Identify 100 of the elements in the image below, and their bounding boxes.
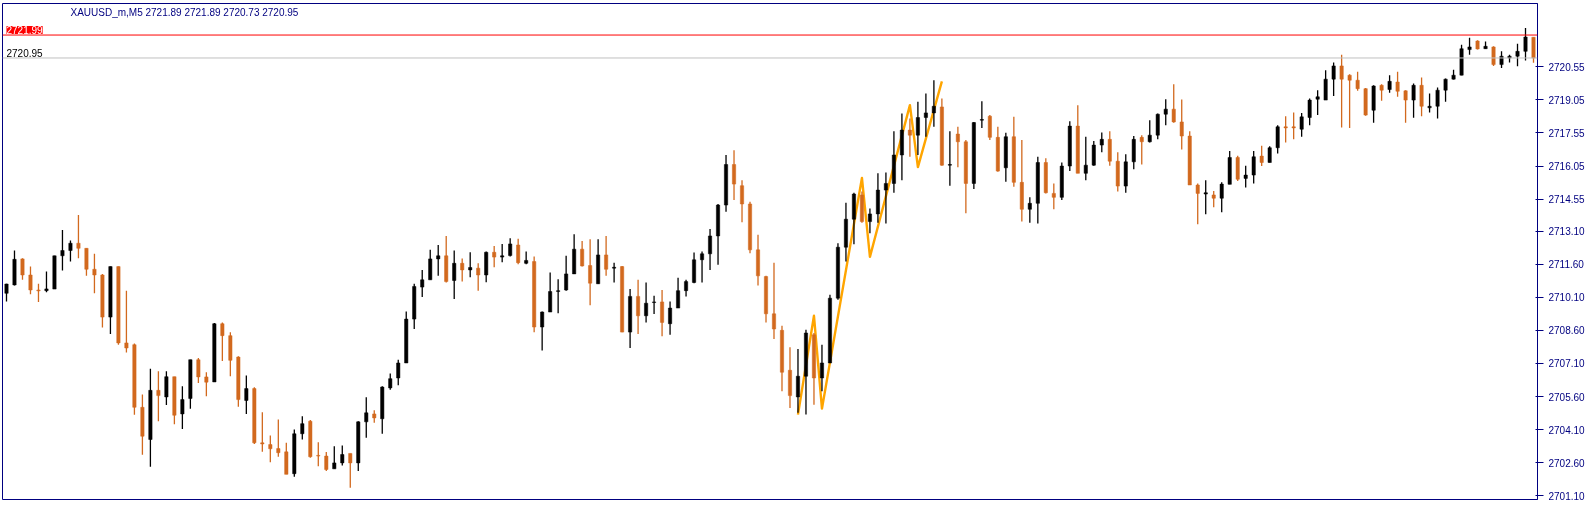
- candlestick: [428, 249, 433, 281]
- candlestick: [1139, 134, 1144, 166]
- y-tick-label: 2716.05: [1548, 161, 1586, 173]
- candlestick: [348, 452, 353, 489]
- candlestick: [1395, 71, 1400, 98]
- candlestick: [1203, 179, 1208, 215]
- candlestick: [1163, 98, 1168, 126]
- candlestick: [476, 262, 481, 292]
- candlestick: [1275, 124, 1280, 155]
- candlestick: [588, 238, 593, 306]
- candlestick: [580, 240, 585, 268]
- y-tick-label: 2710.10: [1548, 292, 1586, 304]
- candlestick: [1243, 165, 1248, 189]
- candlestick: [1411, 82, 1416, 119]
- candlestick: [1083, 136, 1088, 181]
- candlestick: [868, 207, 872, 234]
- candlestick: [452, 249, 457, 300]
- candlestick: [460, 257, 465, 283]
- y-tick-label: 2717.55: [1548, 127, 1586, 139]
- candlestick: [907, 117, 912, 158]
- candlestick: [1347, 73, 1352, 129]
- candlestick: [420, 269, 425, 298]
- candlestick: [740, 179, 744, 223]
- candlestick: [396, 359, 401, 386]
- candlestick: [931, 79, 936, 128]
- candlestick: [1131, 135, 1136, 170]
- candlestick: [156, 370, 161, 422]
- candlestick: [1051, 182, 1056, 210]
- candlestick: [196, 357, 201, 384]
- candlestick: [516, 238, 521, 265]
- candlestick: [220, 321, 225, 362]
- candlestick: [1531, 36, 1536, 64]
- y-tick-label: 2713.10: [1548, 226, 1586, 238]
- candlestick: [500, 243, 505, 263]
- candlestick: [1523, 27, 1528, 62]
- candlestick: [1435, 86, 1440, 120]
- candlestick: [1195, 182, 1200, 225]
- candlestick: [180, 385, 185, 430]
- candlestick: [660, 289, 664, 337]
- candlestick: [92, 253, 97, 294]
- ref-line-label: 2721.99: [6, 25, 44, 37]
- candlestick: [820, 344, 824, 392]
- candlestick: [1171, 83, 1176, 124]
- candlestick: [604, 235, 609, 277]
- candlestick: [1355, 71, 1360, 92]
- candlestick: [1515, 42, 1520, 67]
- line-series: [796, 80, 944, 416]
- candlestick: [300, 415, 305, 441]
- candlestick: [244, 374, 249, 415]
- candlestick: [316, 441, 321, 467]
- candlestick: [915, 101, 920, 156]
- y-tick-label: 2707.10: [1548, 358, 1586, 370]
- y-tick-label: 2708.60: [1548, 325, 1586, 337]
- y-tick-label: 2719.05: [1548, 94, 1586, 106]
- candlestick: [76, 214, 81, 259]
- candlestick: [204, 371, 209, 397]
- candlestick: [124, 290, 129, 354]
- candlestick: [796, 348, 800, 414]
- candlestick: [1259, 145, 1264, 167]
- y-tick-label: 2704.10: [1548, 424, 1586, 436]
- y-tick-label: 2714.55: [1548, 194, 1586, 206]
- y-tick-label: 2720.55: [1548, 61, 1586, 73]
- candlestick: [1235, 155, 1240, 182]
- candlestick: [732, 149, 736, 201]
- candlestick: [548, 271, 553, 313]
- candlestick: [1291, 111, 1296, 140]
- candlestick: [68, 239, 73, 263]
- candlestick: [1315, 89, 1320, 116]
- candlestick: [1107, 130, 1112, 167]
- candlestick: [436, 244, 441, 277]
- candlestick: [676, 276, 680, 309]
- candlestick: [36, 283, 41, 303]
- candlestick: [1179, 98, 1184, 151]
- candlestick: [979, 100, 984, 129]
- candlestick: [84, 247, 89, 277]
- candlestick: [1091, 140, 1096, 167]
- y-tick-label: 2711.60: [1548, 259, 1585, 271]
- candlestick: [60, 229, 65, 272]
- candlestick: [947, 130, 952, 187]
- candlestick: [540, 310, 545, 352]
- candlestick: [700, 250, 704, 284]
- candlestick: [612, 261, 617, 284]
- candlestick: [564, 255, 569, 292]
- candlestick: [1339, 54, 1344, 129]
- candlestick: [1283, 115, 1288, 144]
- y-tick-label: 2702.60: [1548, 457, 1586, 469]
- candlestick: [772, 261, 776, 340]
- candlestick: [652, 295, 656, 315]
- candlestick: [1403, 89, 1408, 124]
- candlestick: [692, 251, 696, 284]
- candlestick: [276, 418, 281, 458]
- candlestick: [636, 279, 641, 335]
- candlestick: [340, 444, 345, 467]
- candlestick: [1219, 181, 1224, 213]
- candlestick: [268, 434, 273, 463]
- candlestick: [923, 92, 928, 138]
- candlestick: [324, 451, 329, 472]
- candlestick: [492, 245, 497, 268]
- candlestick: [44, 270, 49, 293]
- candlestick: [260, 411, 265, 453]
